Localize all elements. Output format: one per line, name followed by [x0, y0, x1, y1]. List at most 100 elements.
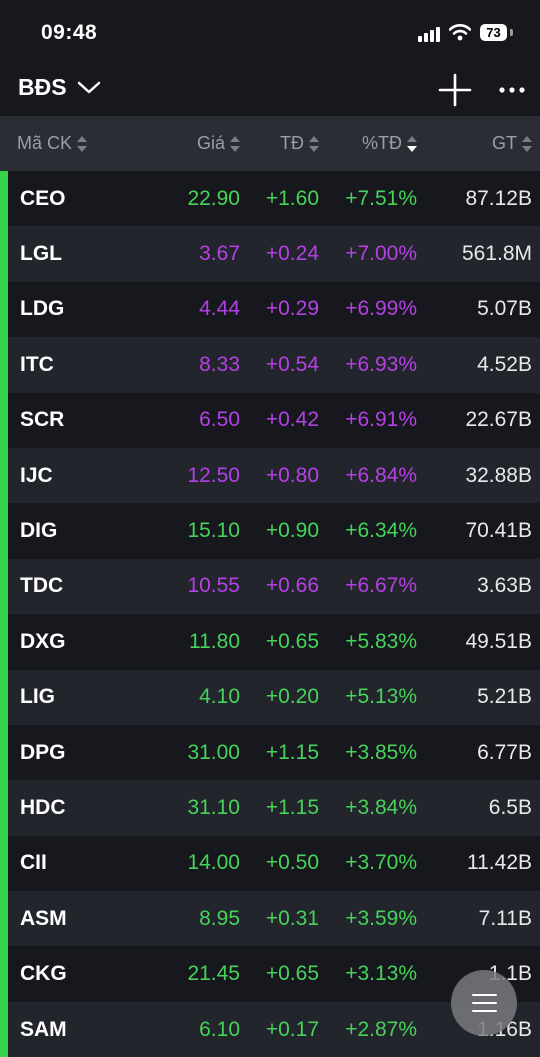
stock-price: 22.90: [187, 186, 240, 210]
row-indicator-bar: [0, 780, 8, 836]
trading-value: 22.67B: [465, 408, 532, 432]
row-indicator-bar: [0, 558, 8, 615]
table-row[interactable]: LIG 4.10 +0.20 +5.13% 5.21B: [0, 669, 540, 725]
sort-icon: [309, 136, 319, 153]
table-row[interactable]: LDG 4.44 +0.29 +6.99% 5.07B: [0, 281, 540, 338]
column-label: %TĐ: [362, 133, 402, 153]
watchlist-selector[interactable]: BĐS: [18, 74, 101, 101]
stock-symbol: SAM: [20, 1017, 67, 1041]
percent-change: +3.70%: [345, 851, 417, 875]
percent-change: +6.67%: [345, 574, 417, 598]
stock-price: 14.00: [187, 851, 240, 875]
column-header-value[interactable]: GT: [492, 116, 532, 171]
percent-change: +2.87%: [345, 1017, 417, 1041]
add-icon[interactable]: [437, 72, 473, 108]
menu-icon-line: [472, 1010, 497, 1012]
row-indicator-bar: [0, 171, 8, 227]
trading-value: 11.42B: [467, 851, 532, 875]
table-row[interactable]: DPG 31.00 +1.15 +3.85% 6.77B: [0, 724, 540, 781]
percent-change: +3.84%: [345, 795, 417, 819]
table-row[interactable]: IJC 12.50 +0.80 +6.84% 32.88B: [0, 447, 540, 504]
stock-symbol: SCR: [20, 408, 65, 432]
row-indicator-bar: [0, 226, 8, 282]
status-bar: 09:48 73: [0, 0, 540, 62]
table-row[interactable]: LGL 3.67 +0.24 +7.00% 561.8M: [0, 226, 540, 282]
trading-value: 5.21B: [477, 685, 532, 709]
stock-price: 6.10: [199, 1017, 240, 1041]
table-header: Mã CK Giá TĐ %TĐ GT: [0, 116, 540, 171]
battery-tip: [510, 29, 513, 36]
trading-value: 5.07B: [477, 297, 532, 321]
stock-symbol: LIG: [20, 685, 55, 709]
menu-fab-button[interactable]: [451, 970, 517, 1036]
price-change: +1.60: [265, 186, 319, 210]
more-icon[interactable]: [497, 72, 527, 108]
row-indicator-bar: [0, 392, 8, 448]
table-row[interactable]: DIG 15.10 +0.90 +6.34% 70.41B: [0, 503, 540, 559]
table-row[interactable]: TDC 10.55 +0.66 +6.67% 3.63B: [0, 558, 540, 615]
sort-icon: [230, 136, 240, 153]
trading-value: 7.11B: [478, 906, 532, 930]
percent-change: +7.51%: [345, 186, 417, 210]
stock-symbol: CKG: [20, 962, 67, 986]
stock-price: 31.00: [187, 740, 240, 764]
table-row[interactable]: CEO 22.90 +1.60 +7.51% 87.12B: [0, 171, 540, 227]
percent-change: +6.99%: [345, 297, 417, 321]
price-change: +0.80: [265, 463, 319, 487]
percent-change: +6.84%: [345, 463, 417, 487]
column-header-change[interactable]: TĐ: [280, 116, 319, 171]
table-row[interactable]: ITC 8.33 +0.54 +6.93% 4.52B: [0, 337, 540, 393]
stock-symbol: HDC: [20, 795, 66, 819]
stock-price: 12.50: [187, 463, 240, 487]
table-row[interactable]: ASM 8.95 +0.31 +3.59% 7.11B: [0, 891, 540, 947]
price-change: +0.65: [265, 629, 319, 653]
stock-symbol: DXG: [20, 629, 66, 653]
row-indicator-bar: [0, 891, 8, 947]
row-indicator-bar: [0, 835, 8, 892]
row-indicator-bar: [0, 447, 8, 504]
column-header-price[interactable]: Giá: [197, 116, 240, 171]
row-indicator-bar: [0, 946, 8, 1002]
column-label: TĐ: [280, 133, 304, 153]
table-row[interactable]: HDC 31.10 +1.15 +3.84% 6.5B: [0, 780, 540, 836]
stock-symbol: CII: [20, 851, 47, 875]
stock-price: 15.10: [187, 519, 240, 543]
row-indicator-bar: [0, 281, 8, 338]
price-change: +0.31: [265, 906, 319, 930]
price-change: +0.24: [265, 242, 319, 266]
trading-value: 6.77B: [477, 740, 532, 764]
trading-value: 87.12B: [465, 186, 532, 210]
stock-symbol: IJC: [20, 463, 53, 487]
watchlist-title: BĐS: [18, 74, 67, 100]
price-change: +0.65: [265, 962, 319, 986]
table-row[interactable]: CII 14.00 +0.50 +3.70% 11.42B: [0, 835, 540, 892]
table-row[interactable]: SCR 6.50 +0.42 +6.91% 22.67B: [0, 392, 540, 448]
trading-value: 32.88B: [465, 463, 532, 487]
wifi-icon: [449, 24, 471, 41]
stock-price: 11.80: [189, 629, 240, 653]
percent-change: +6.93%: [345, 352, 417, 376]
battery-icon: 73: [480, 24, 507, 41]
stock-symbol: LDG: [20, 297, 65, 321]
sort-icon: [77, 136, 88, 153]
stock-symbol: ASM: [20, 906, 67, 930]
row-indicator-bar: [0, 669, 8, 725]
column-header-pct-change[interactable]: %TĐ: [362, 116, 417, 171]
stock-price: 8.95: [199, 906, 240, 930]
cellular-signal-icon: [418, 27, 442, 42]
percent-change: +6.34%: [345, 519, 417, 543]
row-indicator-bar: [0, 724, 8, 781]
stock-symbol: CEO: [20, 186, 66, 210]
column-header-symbol[interactable]: Mã CK: [17, 116, 88, 171]
percent-change: +3.85%: [345, 740, 417, 764]
price-change: +0.54: [265, 352, 319, 376]
table-row[interactable]: DXG 11.80 +0.65 +5.83% 49.51B: [0, 614, 540, 670]
price-change: +0.50: [265, 851, 319, 875]
sort-icon: [522, 136, 532, 153]
menu-icon-line: [472, 994, 497, 996]
percent-change: +5.13%: [345, 685, 417, 709]
trading-value: 4.52B: [477, 352, 532, 376]
status-time: 09:48: [41, 21, 98, 44]
row-indicator-bar: [0, 337, 8, 393]
stock-price: 21.45: [187, 962, 240, 986]
